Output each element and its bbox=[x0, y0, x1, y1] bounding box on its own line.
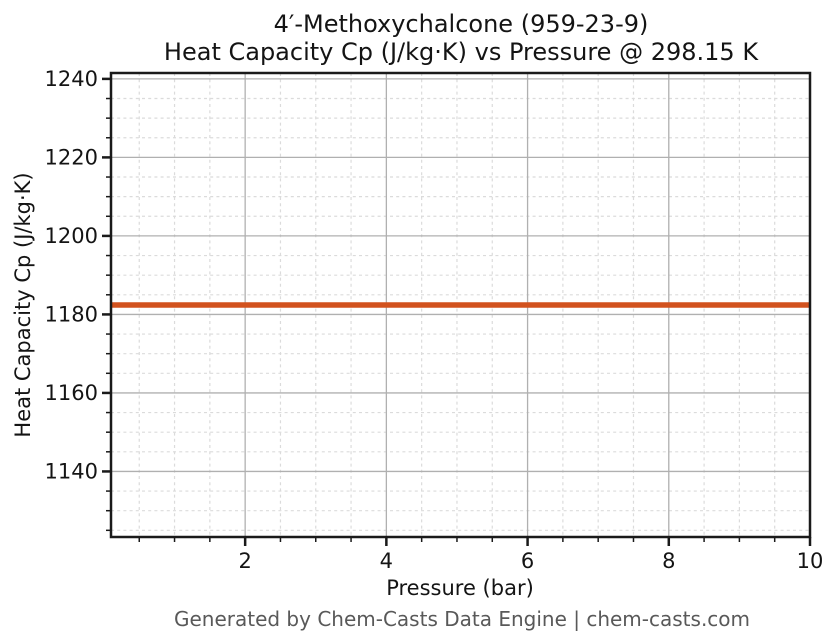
y-tick-label: 1240 bbox=[45, 67, 98, 91]
tick-labels: 2 4 6 8 10 1140 1160 1180 1200 1220 1240 bbox=[45, 67, 824, 573]
x-tick-label: 10 bbox=[797, 549, 824, 573]
y-tick-label: 1180 bbox=[45, 302, 98, 326]
footer-credit: Generated by Chem-Casts Data Engine | ch… bbox=[174, 607, 750, 631]
x-tick-label: 2 bbox=[238, 549, 251, 573]
x-tick-label: 8 bbox=[662, 549, 675, 573]
x-tick-label: 4 bbox=[380, 549, 393, 573]
x-axis-label: Pressure (bar) bbox=[386, 576, 534, 600]
chart-title-line1: 4′-Methoxychalcone (959-23-9) bbox=[274, 10, 649, 38]
axes-frame bbox=[109, 71, 812, 539]
y-axis-label: Heat Capacity Cp (J/kg·K) bbox=[11, 172, 35, 437]
y-tick-label: 1140 bbox=[45, 459, 98, 483]
y-tick-label: 1220 bbox=[45, 145, 98, 169]
x-tick-label: 6 bbox=[521, 549, 534, 573]
plot-border bbox=[109, 71, 812, 539]
y-tick-label: 1200 bbox=[45, 224, 98, 248]
y-tick-label: 1160 bbox=[45, 381, 98, 405]
chart-title-line2: Heat Capacity Cp (J/kg·K) vs Pressure @ … bbox=[164, 38, 759, 66]
axis-ticks bbox=[102, 77, 812, 546]
